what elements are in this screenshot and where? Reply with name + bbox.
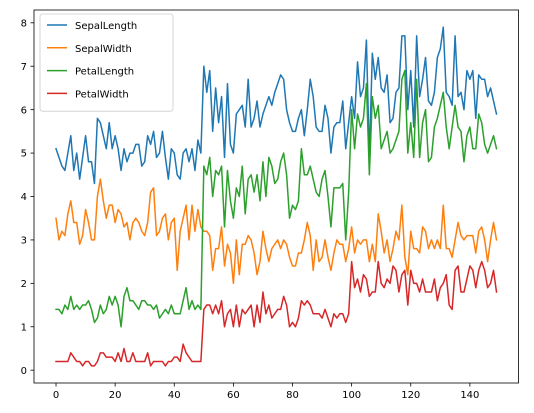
legend-label: SepalLength <box>75 21 137 32</box>
y-tick-label: 8 <box>21 18 27 29</box>
series-line-sepallength <box>55 26 498 185</box>
y-tick-label: 4 <box>21 192 27 203</box>
axes-layer: 0 20 40 60 80 100 120 140 0 1 2 3 4 5 6 7 8 <box>21 9 519 401</box>
y-tick-label: 6 <box>21 105 27 116</box>
x-tick-label: 140 <box>460 390 479 401</box>
legend-box <box>39 13 174 112</box>
legend-label: PetalLength <box>75 67 134 78</box>
legend-label: SepalWidth <box>75 44 132 55</box>
y-tick-label: 7 <box>21 62 27 73</box>
y-tick-label: 2 <box>21 279 27 290</box>
series-line-petallength <box>55 69 498 328</box>
series-layer <box>55 26 498 367</box>
x-tick-label: 80 <box>286 390 299 401</box>
x-tick-label: 40 <box>168 390 181 401</box>
y-tick-label: 0 <box>21 366 27 377</box>
x-tick-label: 100 <box>342 390 361 401</box>
x-tick-label: 60 <box>227 390 240 401</box>
y-tick-label: 5 <box>21 149 27 160</box>
legend: SepalLength SepalWidth PetalLength PetalWid… <box>39 13 174 112</box>
y-tick-label: 3 <box>21 236 27 247</box>
x-tick-label: 20 <box>109 390 122 401</box>
x-tick-label: 120 <box>401 390 420 401</box>
x-tick-label: 0 <box>53 390 59 401</box>
series-line-petalwidth <box>55 260 498 367</box>
series-line-sepalwidth <box>55 178 498 285</box>
legend-label: PetalWidth <box>75 89 129 100</box>
y-tick-label: 1 <box>21 322 27 333</box>
